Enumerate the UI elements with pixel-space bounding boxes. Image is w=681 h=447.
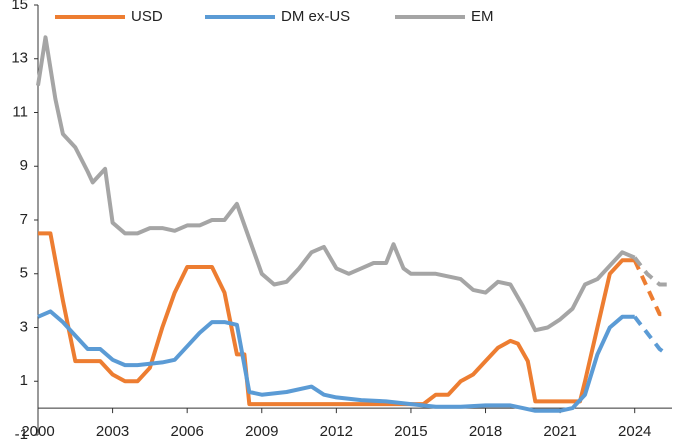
x-tick-label: 2018 — [469, 423, 502, 440]
forecast-line — [633, 315, 669, 357]
x-tick-label: 2003 — [96, 423, 129, 440]
forecast-line — [633, 256, 667, 287]
legend-label: DM ex-US — [281, 8, 350, 25]
y-tick-label: 11 — [12, 103, 28, 120]
legend-label: EM — [471, 8, 494, 25]
y-tick-label: 7 — [20, 211, 28, 228]
series-line — [36, 35, 636, 333]
y-tick-label: 1 — [20, 372, 28, 389]
y-tick-label: 9 — [20, 157, 28, 174]
y-tick-label: -1 — [15, 426, 28, 443]
y-tick-label: 5 — [20, 265, 28, 282]
y-tick-label: 13 — [11, 50, 28, 67]
x-tick-label: 2021 — [543, 423, 576, 440]
x-tick-label: 2024 — [618, 423, 651, 440]
x-tick-label: 2009 — [245, 423, 278, 440]
x-tick-label: 2012 — [320, 423, 353, 440]
series-line — [37, 309, 635, 413]
forecast-line — [632, 259, 667, 317]
legend-label: USD — [131, 8, 163, 25]
y-tick-label: 15 — [11, 0, 28, 13]
series-line — [38, 231, 635, 407]
x-tick-label: 2000 — [21, 423, 54, 440]
y-tick-label: 3 — [20, 318, 28, 335]
x-tick-label: 2015 — [394, 423, 427, 440]
x-tick-label: 2006 — [170, 423, 203, 440]
